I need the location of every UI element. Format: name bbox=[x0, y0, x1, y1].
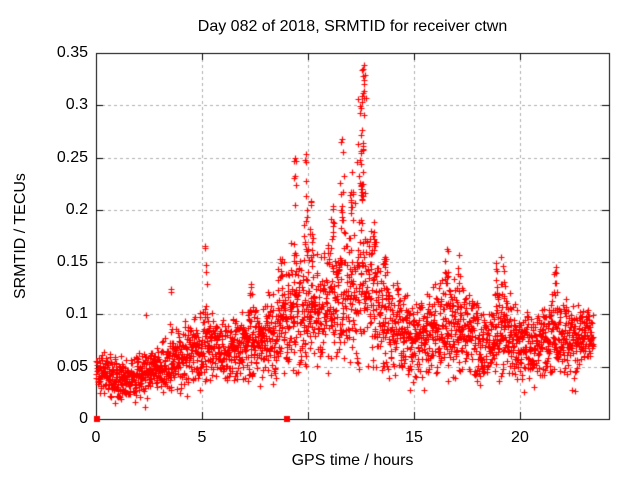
y-tick-label: 0.15 bbox=[56, 253, 88, 271]
y-tick-label: 0.1 bbox=[65, 305, 88, 323]
x-tick-label: 0 bbox=[91, 429, 101, 446]
y-tick-label: 0.25 bbox=[56, 148, 88, 166]
y-tick-label: 0.05 bbox=[56, 357, 88, 375]
x-tick-label: 15 bbox=[405, 429, 423, 446]
x-tick-label: 5 bbox=[197, 429, 207, 446]
chart-title: Day 082 of 2018, SRMTID for receiver ctw… bbox=[197, 18, 508, 35]
x-tick-label: 10 bbox=[299, 429, 317, 446]
x-axis-label: GPS time / hours bbox=[291, 452, 414, 469]
x-tick-label: 20 bbox=[511, 429, 529, 446]
y-tick-label: 0.3 bbox=[65, 96, 88, 114]
y-tick-label: 0.2 bbox=[65, 200, 88, 218]
y-tick-label: 0.35 bbox=[56, 44, 88, 61]
y-tick-label: 0 bbox=[79, 410, 88, 427]
